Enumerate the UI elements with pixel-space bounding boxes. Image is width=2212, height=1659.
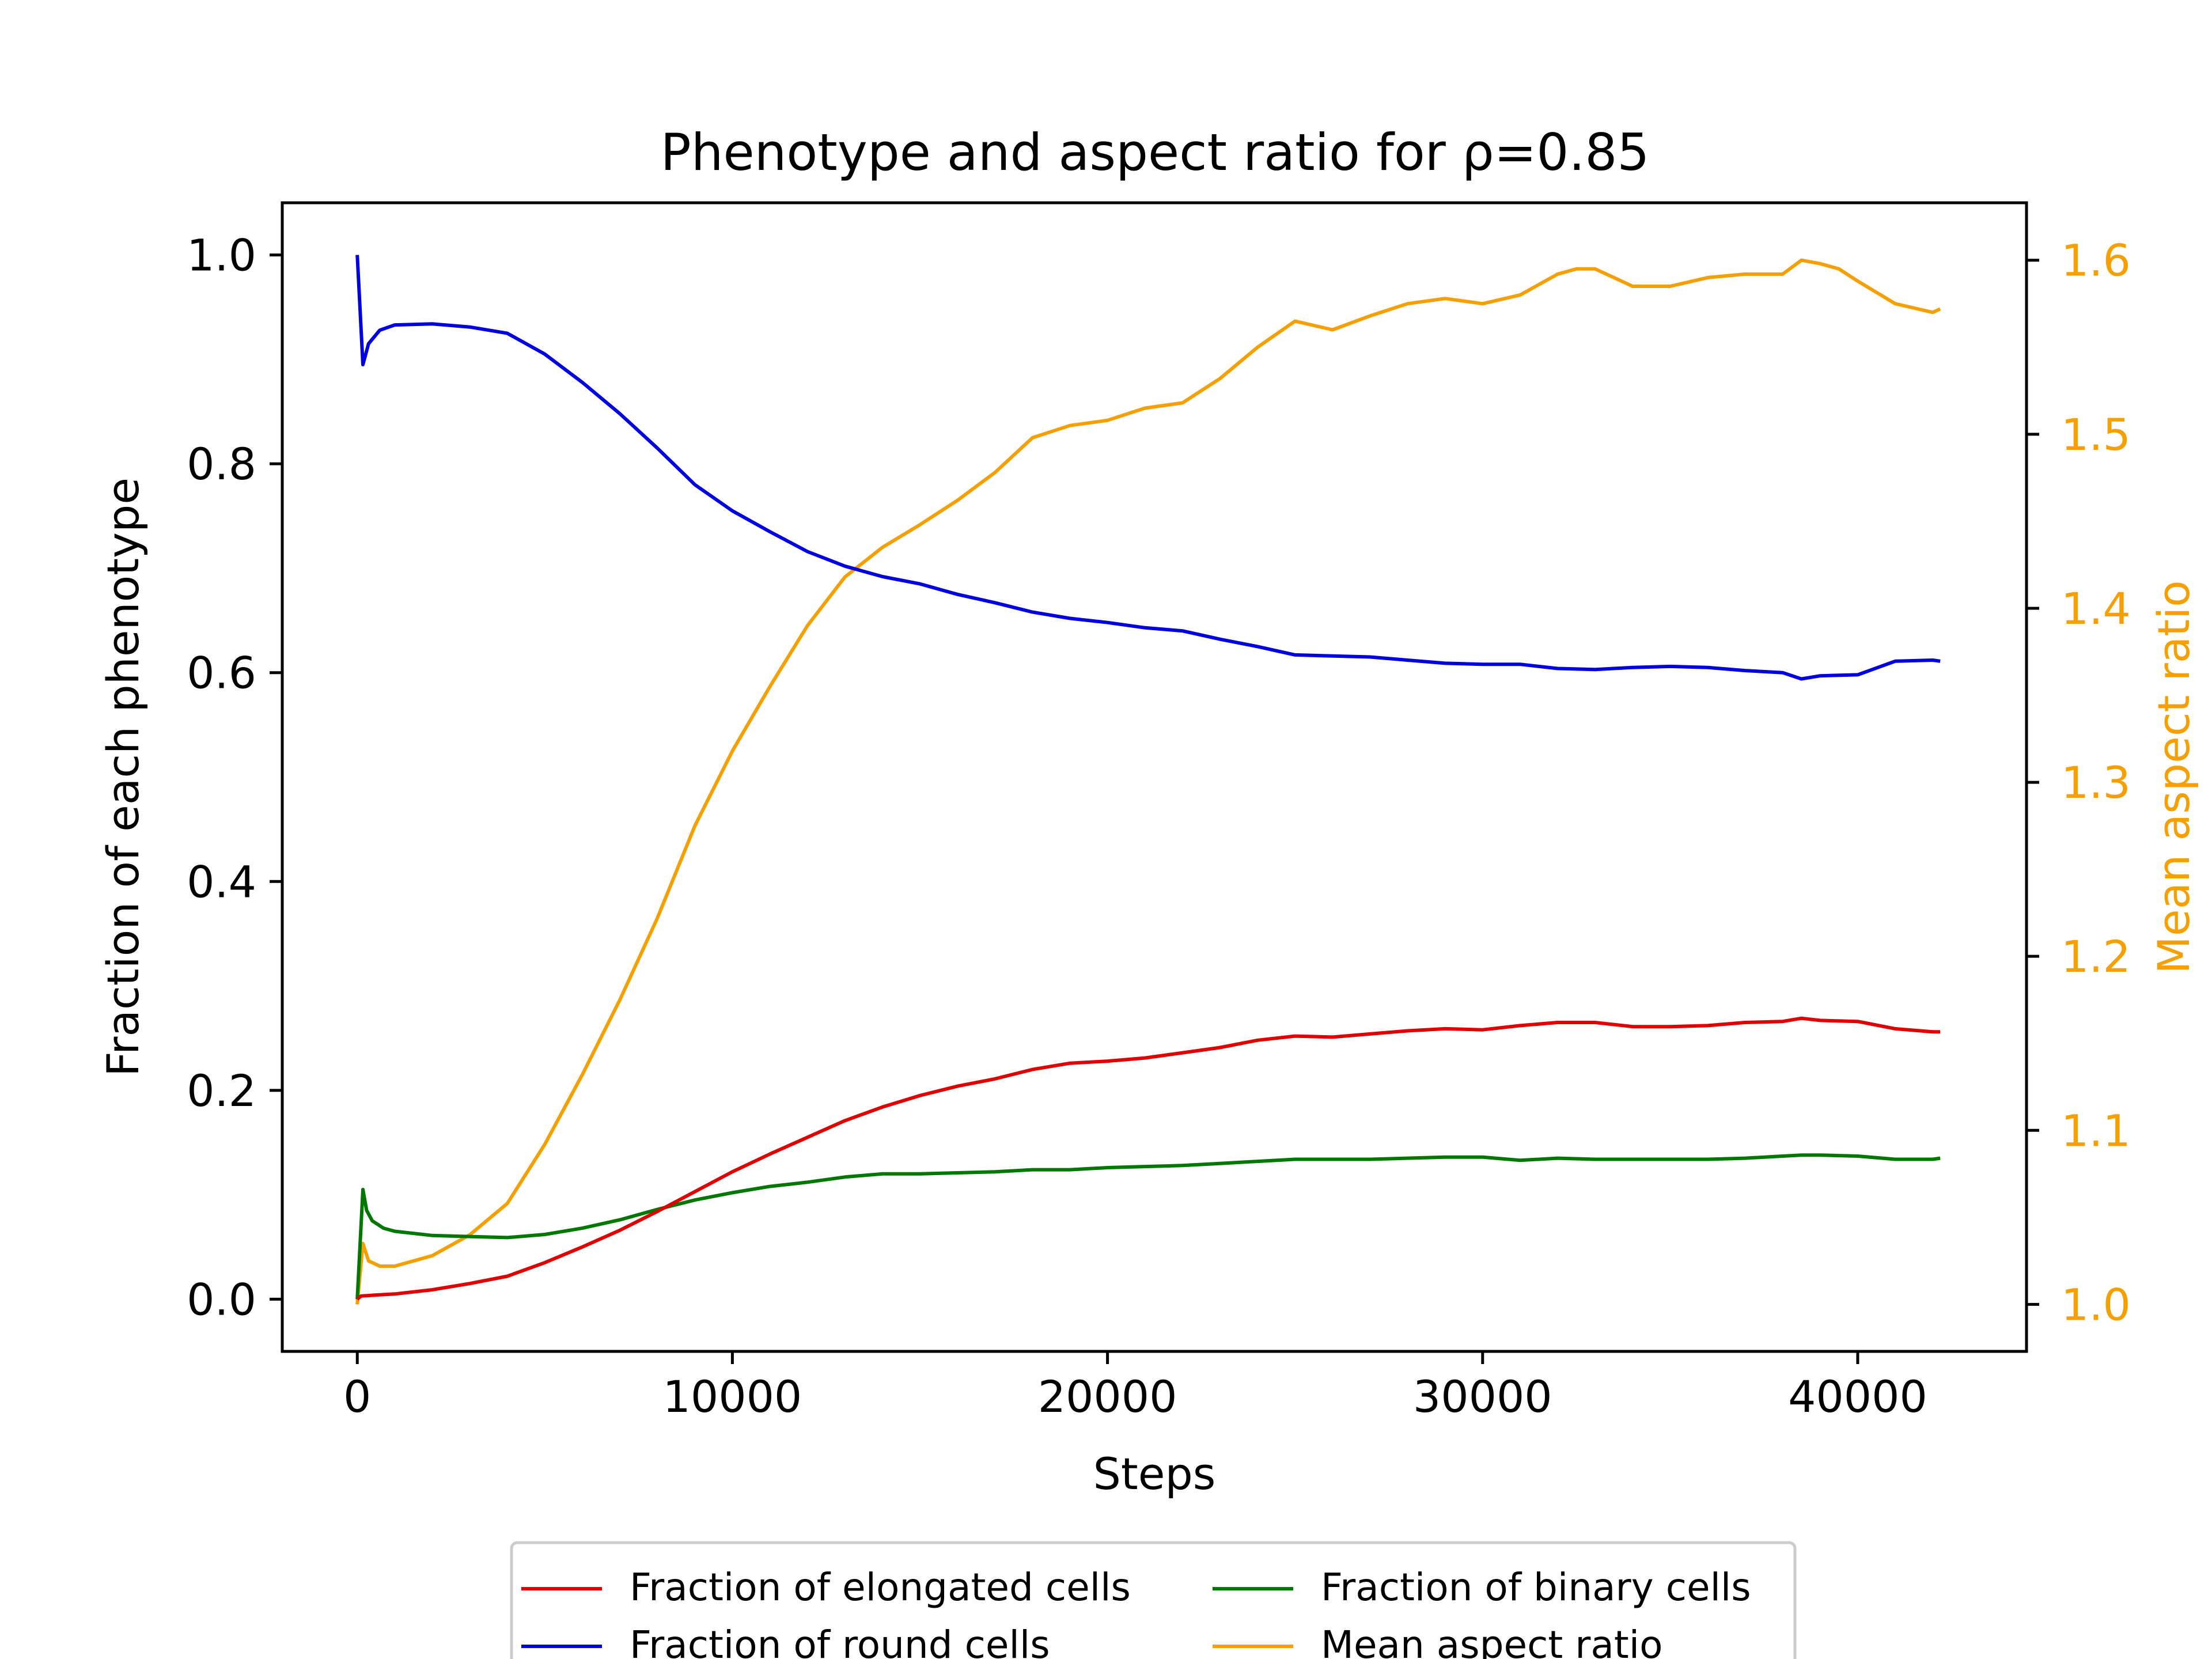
x-tick-label: 0 bbox=[343, 1371, 371, 1422]
y-tick-label: 0.8 bbox=[187, 438, 256, 490]
legend-label: Fraction of round cells bbox=[630, 1623, 1050, 1659]
y2-tick-label: 1.5 bbox=[2061, 409, 2131, 460]
x-tick-label: 40000 bbox=[1788, 1371, 1927, 1422]
legend: Fraction of elongated cells Fraction of r… bbox=[510, 1541, 1797, 1659]
y2-tick-label: 1.2 bbox=[2061, 931, 2131, 982]
legend-box bbox=[510, 1541, 1797, 1659]
y-tick-label: 0.2 bbox=[187, 1065, 256, 1116]
x-axis-label: Steps bbox=[1093, 1448, 1216, 1499]
chart-title: Phenotype and aspect ratio for ρ=0.85 bbox=[661, 123, 1650, 182]
legend-label: Mean aspect ratio bbox=[1321, 1623, 1662, 1659]
y-tick-label: 0.4 bbox=[187, 856, 256, 907]
series-line-mean-aspect-ratio bbox=[355, 258, 1941, 1305]
series-line-fraction-of-binary-cells bbox=[355, 1153, 1941, 1300]
y-tick-label: 1.0 bbox=[187, 230, 256, 281]
y2-tick-label: 1.1 bbox=[2061, 1105, 2131, 1156]
plot-series bbox=[355, 255, 1941, 1305]
series-line-fraction-of-round-cells bbox=[355, 255, 1941, 681]
plot-frame bbox=[281, 201, 2028, 1353]
y-axis-right: 1.0 1.1 1.2 1.3 1.4 1.5 1.6 bbox=[2027, 235, 2131, 1330]
y-axis-label: Fraction of each phenotype bbox=[97, 478, 149, 1077]
series-line-fraction-of-elongated-cells bbox=[356, 1016, 1941, 1301]
y-axis-left: 0.0 0.2 0.4 0.6 0.8 1.0 bbox=[187, 230, 282, 1325]
legend-label: Fraction of binary cells bbox=[1321, 1565, 1751, 1609]
x-tick-label: 10000 bbox=[663, 1371, 802, 1422]
x-tick-label: 30000 bbox=[1413, 1371, 1552, 1422]
y-tick-label: 0.6 bbox=[187, 647, 256, 699]
x-tick-label: 20000 bbox=[1038, 1371, 1177, 1422]
y2-axis-label: Mean aspect ratio bbox=[2148, 580, 2199, 974]
y2-tick-label: 1.4 bbox=[2061, 583, 2131, 634]
y2-tick-label: 1.0 bbox=[2061, 1279, 2131, 1330]
y-tick-label: 0.0 bbox=[187, 1274, 256, 1325]
y2-tick-label: 1.3 bbox=[2061, 757, 2131, 808]
y2-tick-label: 1.6 bbox=[2061, 235, 2131, 286]
legend-label: Fraction of elongated cells bbox=[630, 1565, 1131, 1609]
x-axis: 0 10000 20000 30000 40000 bbox=[343, 1351, 1927, 1422]
